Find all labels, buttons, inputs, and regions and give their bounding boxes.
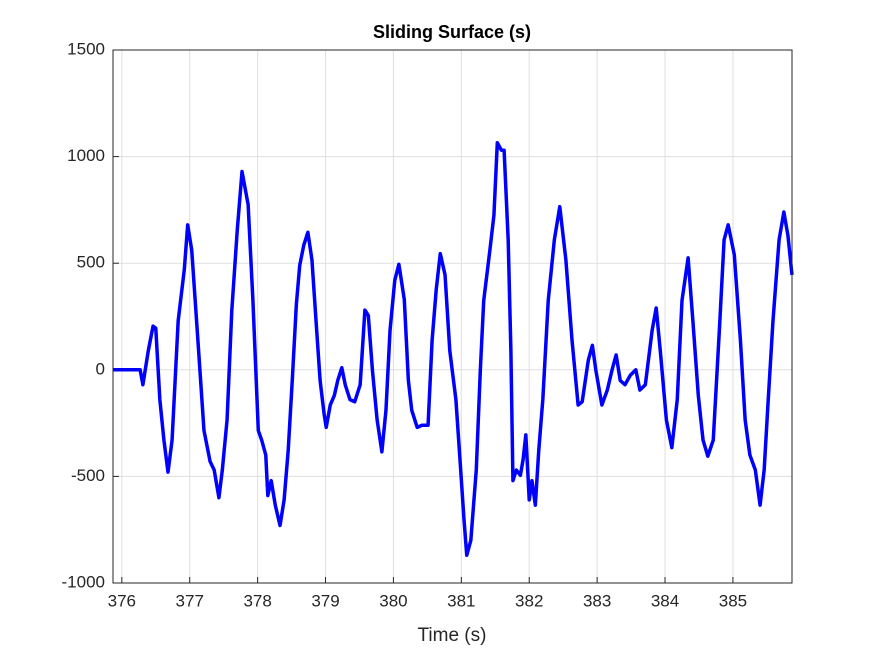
x-tick-label: 377 (176, 591, 204, 610)
chart-title: Sliding Surface (s) (373, 22, 531, 42)
y-tick-label: -500 (71, 466, 105, 485)
x-tick-label: 378 (243, 591, 271, 610)
x-tick-label: 380 (379, 591, 407, 610)
y-tick-label: 1500 (67, 39, 105, 58)
y-tick-label: 500 (77, 253, 105, 272)
data-line (113, 140, 794, 558)
x-tick-label: 385 (719, 591, 747, 610)
x-tick-label: 382 (515, 591, 543, 610)
y-tick-label: 1000 (67, 146, 105, 165)
x-axis-label: Time (s) (418, 625, 487, 646)
x-tick-label: 379 (311, 591, 339, 610)
axes-box (112, 49, 793, 584)
y-tick-label: 0 (96, 359, 105, 378)
x-tick-label: 384 (651, 591, 679, 610)
x-tick-label: 383 (583, 591, 611, 610)
plot-area (113, 50, 792, 583)
y-tick-label: -1000 (62, 572, 105, 591)
x-tick-label: 381 (447, 591, 475, 610)
x-tick-label: 376 (108, 591, 136, 610)
